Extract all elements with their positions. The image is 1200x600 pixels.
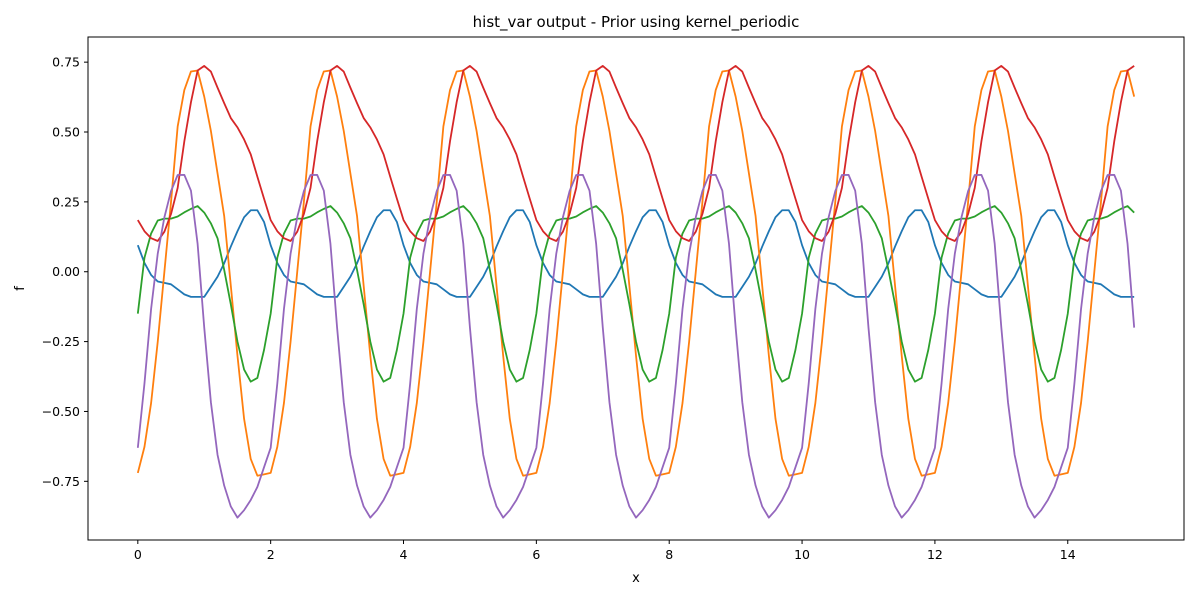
chart-title: hist_var output - Prior using kernel_per… [473, 13, 800, 32]
y-tick-label: 0.25 [52, 194, 80, 209]
series-line-1 [136, 209, 1135, 298]
x-axis: 0 2 4 6 8 10 12 14 [134, 540, 1076, 562]
series-line-3 [136, 205, 1135, 383]
series-line-4 [137, 64, 1135, 242]
x-tick-label: 10 [794, 547, 810, 562]
x-tick-label: 12 [927, 547, 943, 562]
x-axis-label: x [632, 571, 640, 586]
x-tick-label: 8 [665, 547, 673, 562]
y-tick-label: −0.75 [42, 474, 80, 489]
series-line-2 [136, 69, 1136, 477]
y-tick-label: 0.00 [52, 264, 80, 279]
y-tick-label: −0.25 [42, 334, 80, 349]
x-tick-label: 2 [267, 547, 275, 562]
x-tick-label: 14 [1060, 547, 1076, 562]
series-line-5 [136, 173, 1136, 519]
y-axis: −0.75 −0.50 −0.25 0.00 0.25 0.50 0.75 [42, 55, 88, 489]
series-group [136, 64, 1136, 519]
x-tick-label: 0 [134, 547, 142, 562]
y-axis-label: f [13, 286, 28, 291]
x-tick-label: 4 [400, 547, 408, 562]
plot-area-frame [87, 36, 1185, 541]
y-tick-label: 0.75 [52, 55, 80, 70]
y-tick-label: 0.50 [52, 125, 80, 140]
x-tick-label: 6 [532, 547, 540, 562]
y-tick-label: −0.50 [42, 404, 80, 419]
